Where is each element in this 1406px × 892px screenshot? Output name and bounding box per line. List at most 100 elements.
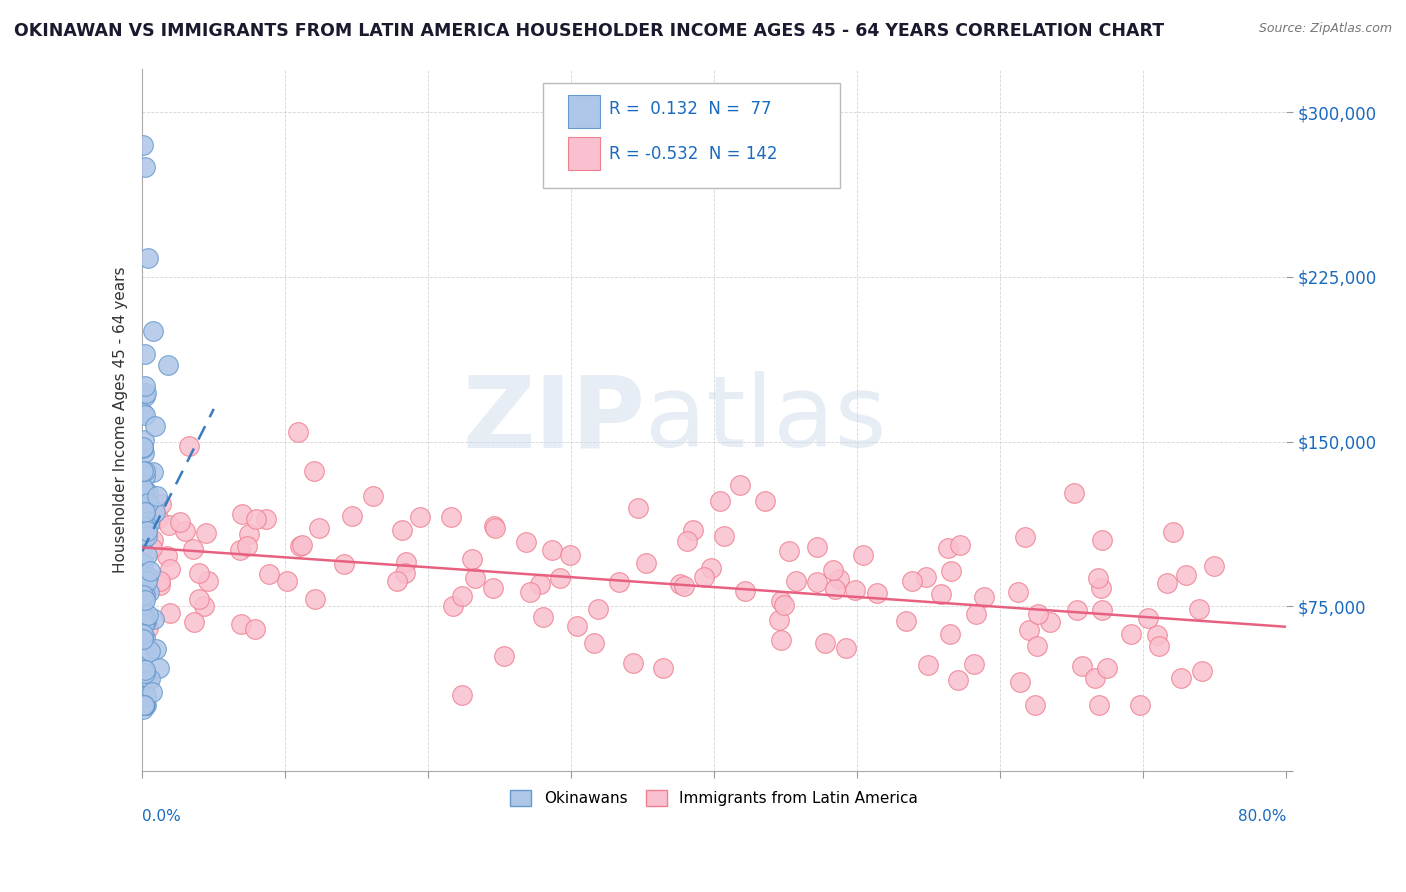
Point [143,505,166,519]
Point [302,464,325,478]
Point [136,512,159,526]
Point [149,574,172,588]
Point [828,573,851,587]
Point [440,510,463,524]
Point [136,486,159,500]
Point [131,496,153,510]
Point [169,516,191,530]
Point [565,619,588,633]
Point [187,592,209,607]
Point [139,672,162,686]
Point [134,631,156,645]
Point [558,548,581,562]
Point [939,627,962,641]
Point [1088,698,1111,712]
Point [238,527,260,541]
Point [484,520,506,534]
Point [1039,615,1062,629]
Point [519,584,541,599]
Point [136,496,159,510]
Point [1095,660,1118,674]
Point [276,574,298,589]
Point [132,588,155,602]
Point [259,566,281,581]
Point [394,566,416,581]
Point [814,636,837,650]
Point [132,632,155,646]
Point [1146,628,1168,642]
Point [728,477,751,491]
Point [134,506,156,520]
Point [136,574,159,589]
Point [159,561,181,575]
Point [1129,698,1152,712]
Point [1063,486,1085,500]
Point [917,658,939,673]
Point [139,564,162,578]
Point [1024,698,1046,712]
Text: R = -0.532  N = 142: R = -0.532 N = 142 [609,145,778,163]
Point [139,644,162,658]
Point [340,509,363,524]
Point [136,524,159,539]
Point [132,627,155,641]
Point [145,490,167,504]
Point [900,574,922,589]
Point [141,541,163,556]
Point [1191,665,1213,679]
Point [929,587,952,601]
Point [304,591,326,606]
Point [134,445,156,459]
Point [291,538,314,552]
Point [1170,671,1192,685]
Point [451,689,474,703]
Point [142,466,165,480]
Point [391,523,413,537]
FancyBboxPatch shape [568,136,600,170]
Point [308,521,330,535]
Point [492,648,515,663]
Point [852,548,875,562]
Point [1156,575,1178,590]
Point [134,464,156,478]
Point [768,613,790,627]
Point [136,673,159,687]
Point [1018,624,1040,638]
Point [541,543,564,558]
Point [778,544,800,558]
Point [131,580,153,594]
Point [621,657,644,671]
Point [183,615,205,629]
Point [135,386,157,401]
Point [548,571,571,585]
Point [134,347,156,361]
Point [132,557,155,571]
Point [132,441,155,455]
Point [785,574,807,588]
Text: R =  0.132  N =  77: R = 0.132 N = 77 [609,100,772,119]
Point [948,673,970,688]
Point [134,643,156,657]
Point [197,574,219,589]
Point [627,500,650,515]
Point [181,541,204,556]
Point [387,574,409,588]
Point [963,657,986,671]
Point [134,666,156,681]
Point [965,607,987,621]
Point [134,161,156,175]
Point [441,599,464,614]
Point [134,571,156,585]
Point [132,698,155,712]
Point [173,524,195,538]
Point [533,609,555,624]
Point [1066,603,1088,617]
Point [938,541,960,556]
Point [143,419,166,434]
Point [1187,602,1209,616]
FancyBboxPatch shape [568,95,600,128]
Point [132,532,155,546]
Point [672,579,695,593]
Point [142,324,165,338]
Point [134,408,156,422]
